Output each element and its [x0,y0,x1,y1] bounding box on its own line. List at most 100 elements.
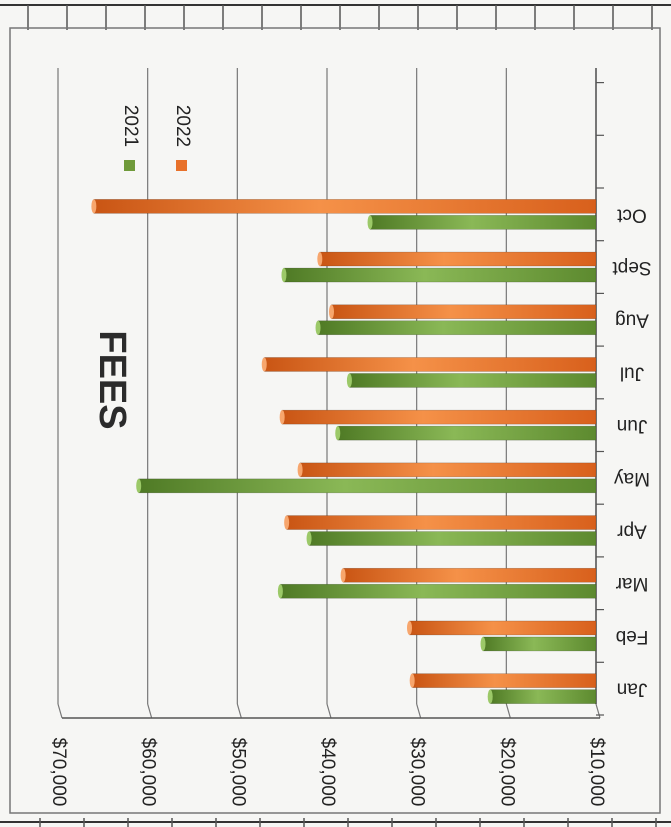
bar-body [489,689,597,704]
bar-2022-Jul [261,357,597,372]
bar-2022-Apr [284,515,597,530]
bar-2021-Jan [487,689,597,704]
bar-2022-Aug [328,304,597,320]
bar-2022-Mar [340,567,597,583]
category-label: Apr [617,521,647,542]
value-tick-label: $50,000 [227,738,248,807]
bar-2021-Feb [480,636,597,652]
bar-cap [136,478,142,493]
bar-body [93,199,597,214]
bar-cap [340,568,346,583]
bar-cap [306,531,312,546]
page-frame-ticks [27,5,657,827]
bar-2021-Apr [306,531,597,546]
category-label: Jan [617,679,648,700]
bar-cap [406,620,412,635]
gridline-depth [416,703,422,719]
legend-swatch-2021 [124,160,135,171]
bar-2021-May [136,478,597,494]
bar-2022-Oct [91,199,597,214]
legend-label-2021: 2021 [120,105,141,147]
bar-body [342,567,597,583]
bar-body [482,636,597,652]
bar-body [280,583,597,599]
bar-body [331,304,597,320]
gridline-depth [57,703,63,719]
bar-body [337,425,597,441]
value-tick-label: $20,000 [496,738,517,807]
bar-body [319,251,597,267]
value-tick-label: $30,000 [407,738,428,807]
bar-2021-Jun [335,425,597,441]
bar-body [138,478,597,494]
bars [91,199,597,704]
bar-body [286,515,597,530]
bar-cap [261,357,267,372]
gridline-depth [147,703,153,719]
bar-body [308,531,597,546]
value-tick-label: $60,000 [138,738,159,807]
legend: 2021 2022 [120,105,193,171]
bar-cap [297,462,303,477]
bar-cap [277,584,283,599]
legend-swatch-2022 [176,160,187,171]
category-axis-ticks: Jan Feb Mar Apr May Jun Jul Aug Sept Oct [596,81,652,716]
gridline-depth [505,703,511,719]
bar-body [283,267,597,283]
plot-area-border [9,27,661,814]
category-label: Jun [617,415,648,436]
gridline-depth [595,703,601,719]
value-tick-label: $40,000 [317,738,338,807]
category-label: Aug [615,310,649,331]
category-label: Oct [617,204,647,225]
bar-body [317,320,597,336]
bar-body [369,215,597,230]
gridline-depth [236,703,242,719]
bar-body [349,373,597,388]
bar-2022-Jun [279,409,597,425]
axes [62,68,600,719]
bar-cap [328,304,334,319]
bar-cap [487,689,493,704]
bar-body [411,673,597,688]
bar-body [299,462,597,478]
category-label: Jul [620,362,644,383]
bar-2022-Feb [406,620,597,636]
bar-cap [91,199,97,214]
value-tick-label: $70,000 [48,738,69,807]
bar-cap [367,215,373,230]
page-frame [0,4,671,823]
category-label: Mar [615,573,648,594]
gridline-depth [326,703,332,719]
bar-cap [317,252,323,267]
bar-body [409,620,597,636]
bar-cap [315,320,321,335]
category-label: Feb [616,626,649,647]
bar-2021-Oct [367,215,597,230]
bar-cap [346,373,352,388]
bar-body [281,409,597,425]
bar-body [263,357,597,372]
bar-cap [409,673,415,688]
bar-cap [335,426,341,441]
bar-2022-Sept [317,251,597,267]
value-axis-ticks: $10,000 $20,000 $30,000 $40,000 $50,000 $60,0… [48,738,607,807]
legend-label-2022: 2022 [172,105,193,147]
category-label: Sept [612,257,652,278]
bar-2022-Jan [409,673,597,688]
category-label: May [614,468,650,489]
chart-title: FEES [91,330,133,429]
gridlines [57,68,601,719]
bar-cap [279,410,285,425]
bar-2021-Mar [277,583,597,599]
value-tick-label: $10,000 [586,738,607,807]
bar-cap [480,636,486,651]
bar-2021-Sept [281,267,597,283]
bar-cap [284,515,290,530]
bar-2021-Jul [346,373,597,388]
bar-2022-May [297,462,597,478]
bar-cap [281,268,287,283]
bar-2021-Aug [315,320,597,336]
